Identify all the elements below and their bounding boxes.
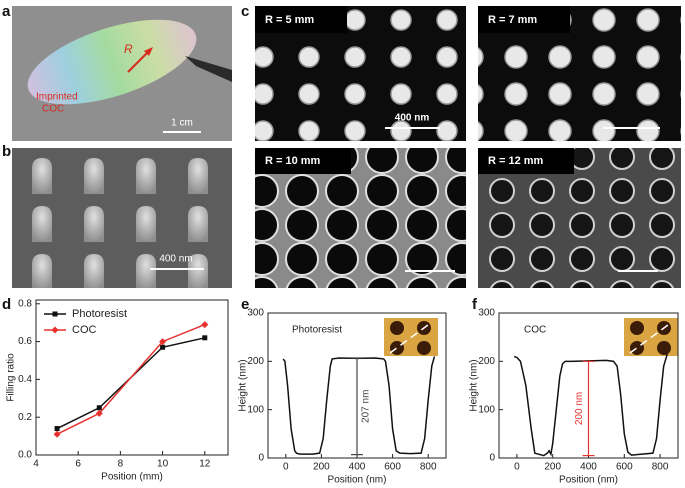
x-axis-label: Position (mm) <box>101 472 163 483</box>
x-tick-label: 600 <box>616 462 633 473</box>
legend-label: Photoresist <box>72 308 127 320</box>
x-axis-label: Position (nm) <box>559 475 618 486</box>
panel-label: b <box>2 143 11 160</box>
marker <box>202 335 208 341</box>
axes-frame <box>35 299 229 456</box>
x-tick-label: 12 <box>199 459 211 470</box>
sem-title: R = 12 mm <box>488 155 544 167</box>
y-tick-label: 0.2 <box>18 412 32 423</box>
panel-label: a <box>2 3 11 20</box>
marker <box>95 409 103 417</box>
marker <box>160 344 166 350</box>
y-tick-label: 0 <box>258 453 264 464</box>
marker <box>96 405 102 411</box>
x-tick-label: 400 <box>580 462 597 473</box>
sem-title: R = 10 mm <box>265 155 321 167</box>
x-tick-label: 6 <box>75 459 81 470</box>
y-tick-label: 100 <box>478 404 495 415</box>
y-tick-label: 0.0 <box>18 450 32 461</box>
sem-title: R = 7 mm <box>488 14 537 26</box>
marker <box>201 321 209 329</box>
x-tick-label: 200 <box>313 462 330 473</box>
inset-image <box>384 318 678 356</box>
data-line <box>513 353 668 457</box>
y-axis-label: Height (nm) <box>238 359 249 411</box>
y-tick-label: 200 <box>478 356 495 367</box>
photo-label: Imprinted <box>36 92 78 103</box>
y-tick-label: 300 <box>247 308 264 319</box>
x-tick-label: 400 <box>349 462 366 473</box>
sem-title: R = 5 mm <box>265 14 314 26</box>
x-tick-label: 800 <box>420 462 437 473</box>
y-tick-label: 0.8 <box>18 298 32 309</box>
x-tick-label: 0 <box>514 462 520 473</box>
photo-label: R <box>124 42 133 56</box>
marker <box>159 338 167 346</box>
x-tick-label: 8 <box>118 459 124 470</box>
y-tick-label: 0 <box>489 453 495 464</box>
y-axis-label: Height (nm) <box>469 359 480 411</box>
data-line <box>56 323 206 435</box>
y-tick-label: 0.6 <box>18 336 32 347</box>
marker <box>53 430 61 438</box>
scale-bar-label: 400 nm <box>395 113 430 124</box>
measure-label: 207 nm <box>361 390 372 423</box>
photo: R Imprinted COC 1 cm <box>12 6 232 141</box>
legend-marker <box>52 311 58 317</box>
sem-top: R = 5 mm 400 nm R = 7 mm R = 10 mm R = 1… <box>255 6 681 288</box>
panel-label: e <box>241 296 249 313</box>
x-axis-label: Position (nm) <box>328 475 387 486</box>
panel-label: f <box>472 296 478 313</box>
legend-marker <box>51 326 59 334</box>
data-line <box>282 356 436 455</box>
x-tick-label: 600 <box>384 462 401 473</box>
y-tick-label: 300 <box>478 308 495 319</box>
measure-label: 200 nm <box>574 392 585 425</box>
panel-label: d <box>2 296 11 313</box>
marker <box>54 426 60 432</box>
x-tick-label: 4 <box>33 459 39 470</box>
y-tick-label: 200 <box>247 356 264 367</box>
legend-label: COC <box>72 324 97 336</box>
x-tick-label: 10 <box>157 459 169 470</box>
scale-bar-label: 400 nm <box>159 254 192 265</box>
inset-label: COC <box>524 325 546 336</box>
inset-label: Photoresist <box>292 325 342 336</box>
panel-label: c <box>241 3 249 20</box>
scale-bar-label: 1 cm <box>171 118 193 129</box>
x-tick-label: 200 <box>544 462 561 473</box>
y-tick-label: 0.4 <box>18 374 32 385</box>
sem-side: 400 nm <box>12 148 232 288</box>
data-line <box>56 337 205 430</box>
x-tick-label: 800 <box>652 462 669 473</box>
y-axis-label: Filling ratio <box>6 353 17 402</box>
x-tick-label: 0 <box>283 462 289 473</box>
photo-label: COC <box>42 104 64 115</box>
y-tick-label: 100 <box>247 404 264 415</box>
